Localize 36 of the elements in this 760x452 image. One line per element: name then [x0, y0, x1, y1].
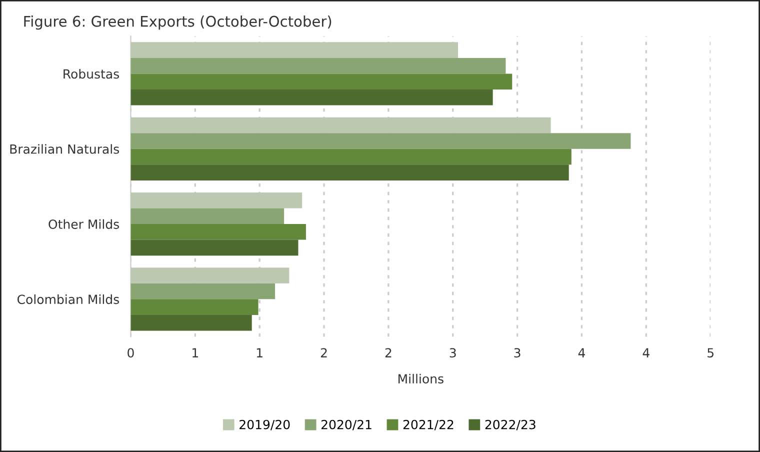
x-tick-label: 4: [642, 348, 650, 358]
bar: [130, 117, 551, 134]
y-tick-label: Brazilian Naturals: [10, 144, 119, 154]
bar: [130, 299, 258, 315]
bar: [130, 224, 306, 240]
bar: [130, 58, 506, 74]
x-tick-label: 4: [578, 348, 586, 358]
x-tick-label: 3: [450, 348, 456, 358]
x-tick-label: 2: [385, 348, 392, 358]
legend-label: 2019/20: [240, 420, 290, 430]
bar: [130, 192, 302, 208]
y-tick-label: Other Milds: [48, 219, 119, 229]
x-tick-label: 3: [514, 348, 520, 358]
x-tick-label: 5: [708, 348, 714, 358]
x-tick-label: 2: [320, 348, 327, 358]
bar: [130, 42, 458, 58]
y-tick-label: Robustas: [64, 68, 119, 79]
bar: [130, 240, 298, 256]
bar: [130, 74, 512, 90]
x-tick-label: 0: [128, 348, 134, 358]
legend-label: 2021/22: [403, 420, 454, 430]
bar: [130, 208, 284, 224]
y-tick-label: Colombian Milds: [17, 294, 119, 304]
x-tick-label: 1: [192, 348, 198, 358]
bar: [130, 283, 276, 300]
bar: [130, 148, 572, 165]
x-axis-title: Millions: [398, 374, 444, 384]
bar: [130, 268, 290, 284]
x-tick-label: 1: [256, 348, 262, 358]
bar: [130, 133, 631, 149]
legend-label: 2022/23: [485, 420, 536, 430]
legend-label: 2020/21: [321, 420, 372, 430]
bar: [130, 90, 493, 106]
bar: [130, 314, 252, 331]
bar: [130, 164, 569, 180]
chart-title: Figure 6: Green Exports (October-October): [24, 16, 332, 30]
